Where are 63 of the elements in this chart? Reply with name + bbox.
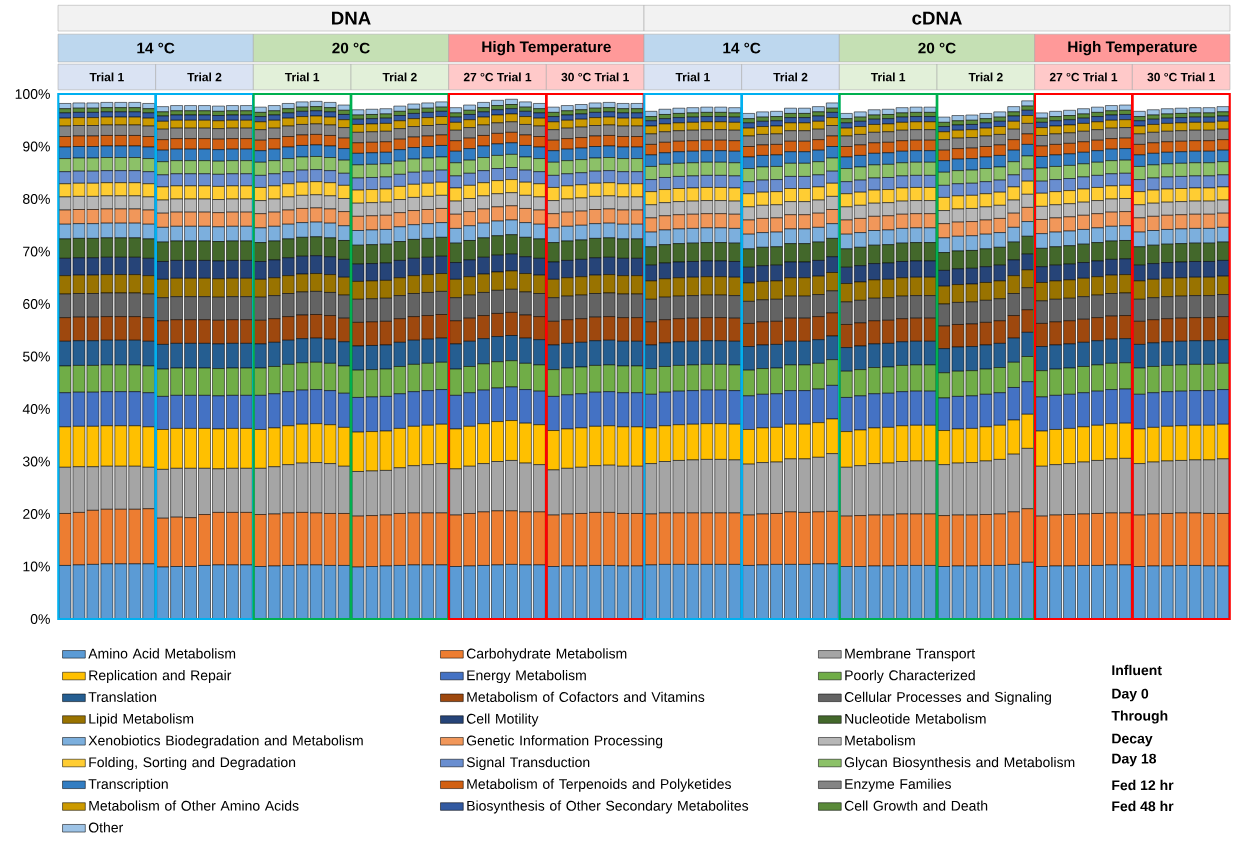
text: Trial 1 <box>870 72 906 82</box>
y-tick-label: 50% <box>22 351 50 362</box>
legend-label: Folding, Sorting and Degradation <box>89 756 296 771</box>
legend-label: Signal Transduction <box>466 756 590 771</box>
y-tick-label: 40% <box>22 404 50 414</box>
legend-label: Membrane Transport <box>845 648 976 662</box>
legend-label: Enzyme Families <box>845 778 951 792</box>
legend-label: Translation <box>88 691 157 703</box>
text: 14 °C <box>723 42 761 54</box>
legend-label: Metabolism <box>845 735 915 746</box>
legend-label: Carbohydrate Metabolism <box>466 648 627 662</box>
legend-label: Glycan Biosynthesis and Metabolism <box>844 756 1075 771</box>
legend-label: Xenobiotics Biodegradation and Metabolism <box>88 735 363 749</box>
text: Decay <box>1112 733 1153 747</box>
text: Trial 1 <box>675 72 710 82</box>
text: High Temperature <box>482 40 611 56</box>
text: 20 °C <box>918 42 956 54</box>
legend-label: Poorly Characterized <box>845 669 975 684</box>
text: Trial 1 <box>89 72 124 82</box>
y-tick-label: 60% <box>23 299 50 309</box>
legend-label: Metabolism of Terpenoids and Polyketides <box>467 778 731 792</box>
legend-label: Other <box>88 822 124 833</box>
text: Trial 2 <box>773 72 808 82</box>
text: 30 °C Trial 1 <box>1147 72 1215 82</box>
y-tick-label: 10% <box>23 561 50 572</box>
legend-label: Cell Motility <box>466 713 539 727</box>
legend-label: Cell Growth and Death <box>844 800 988 811</box>
text: 14 °C <box>137 42 175 54</box>
legend-label: Metabolism of Cofactors and Vitamins <box>467 691 705 703</box>
text: Fed 12 hr <box>1112 779 1174 791</box>
y-tick-label: 20% <box>23 509 50 519</box>
text: Day 18 <box>1112 753 1157 767</box>
legend-label: Cellular Processes and Signaling <box>844 691 1051 705</box>
legend-label: Replication and Repair <box>89 669 232 684</box>
y-tick-label: 100% <box>15 89 50 99</box>
text: Day 0 <box>1112 688 1149 702</box>
legend-label: Amino Acid Metabolism <box>88 648 236 659</box>
text: 27 °C Trial 1 <box>463 72 532 82</box>
text: Trial 2 <box>382 72 417 82</box>
text: Trial 2 <box>187 72 222 82</box>
text: Fed 48 hr <box>1112 800 1174 812</box>
text: Trial 1 <box>284 72 320 82</box>
text: Influent <box>1112 664 1162 676</box>
text: High Temperature <box>1068 40 1197 56</box>
text: Through <box>1111 710 1168 724</box>
y-tick-label: 0% <box>30 614 50 624</box>
text: 20 °C <box>332 42 370 54</box>
legend-label: Lipid Metabolism <box>89 713 194 727</box>
text: 30 °C Trial 1 <box>561 72 629 82</box>
y-tick-label: 70% <box>23 246 50 257</box>
legend-label: Nucleotide Metabolism <box>845 713 986 724</box>
legend-label: Genetic Information Processing <box>466 735 663 749</box>
text: DNA <box>332 11 371 25</box>
text: 27 °C Trial 1 <box>1049 72 1118 82</box>
legend-label: Energy Metabolism <box>467 669 586 684</box>
text: Trial 2 <box>968 72 1003 82</box>
y-tick-label: 80% <box>23 194 50 204</box>
text: cDNA <box>912 11 962 25</box>
legend-label: Biosynthesis of Other Secondary Metabolites <box>467 800 749 814</box>
legend-label: Transcription <box>88 778 168 792</box>
legend-label: Metabolism of Other Amino Acids <box>89 800 299 811</box>
y-tick-label: 90% <box>23 141 50 152</box>
y-tick-label: 30% <box>22 456 50 467</box>
